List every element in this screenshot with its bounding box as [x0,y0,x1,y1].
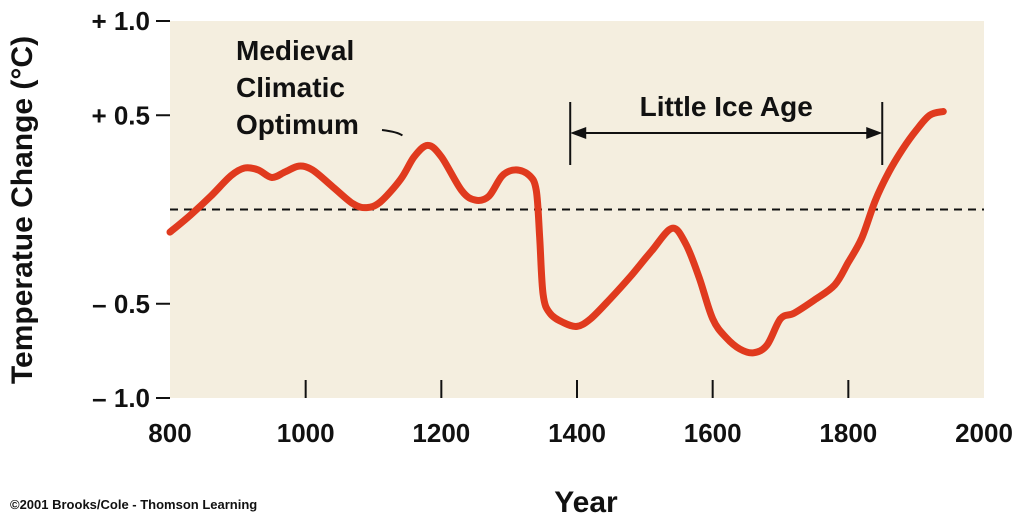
y-tick-label: – 1.0 [92,383,150,413]
x-tick-label: 1600 [684,418,742,448]
x-axis-title: Year [554,486,618,519]
y-tick-label: – 0.5 [92,289,150,319]
x-tick-label: 1200 [412,418,470,448]
x-tick-label: 1000 [277,418,335,448]
x-tick-label: 2000 [955,418,1013,448]
y-tick-label: + 0.5 [91,100,150,130]
little-ice-age-right-arrowhead [866,127,883,139]
x-tick-label: 800 [148,418,191,448]
y-axis-ticks: + 1.0 + 0.5 – 0.5 – 1.0 [91,6,170,413]
copyright-credit: ©2001 Brooks/Cole - Thomson Learning [10,497,257,512]
little-ice-age-left-arrowhead [570,127,587,139]
x-tick-label: 1800 [819,418,877,448]
annotation-medieval-leader-line [381,129,404,137]
x-axis-ticks: 800 1000 1200 1400 1600 1800 2000 [148,380,1013,448]
annotation-medieval-line-3: Optimum [236,109,359,140]
y-tick-label: + 1.0 [91,6,150,36]
x-tick-label: 1400 [548,418,606,448]
annotation-medieval-climatic-optimum: Medieval Climatic Optimum [236,35,404,140]
y-axis-title: Temperatue Change (°C) [6,36,39,384]
series-line [166,108,947,357]
annotation-little-ice-age: Little Ice Age [569,91,884,165]
annotation-little-ice-age-label: Little Ice Age [640,91,813,122]
annotation-medieval-line-1: Medieval [236,35,354,66]
annotation-medieval-line-2: Climatic [236,72,345,103]
